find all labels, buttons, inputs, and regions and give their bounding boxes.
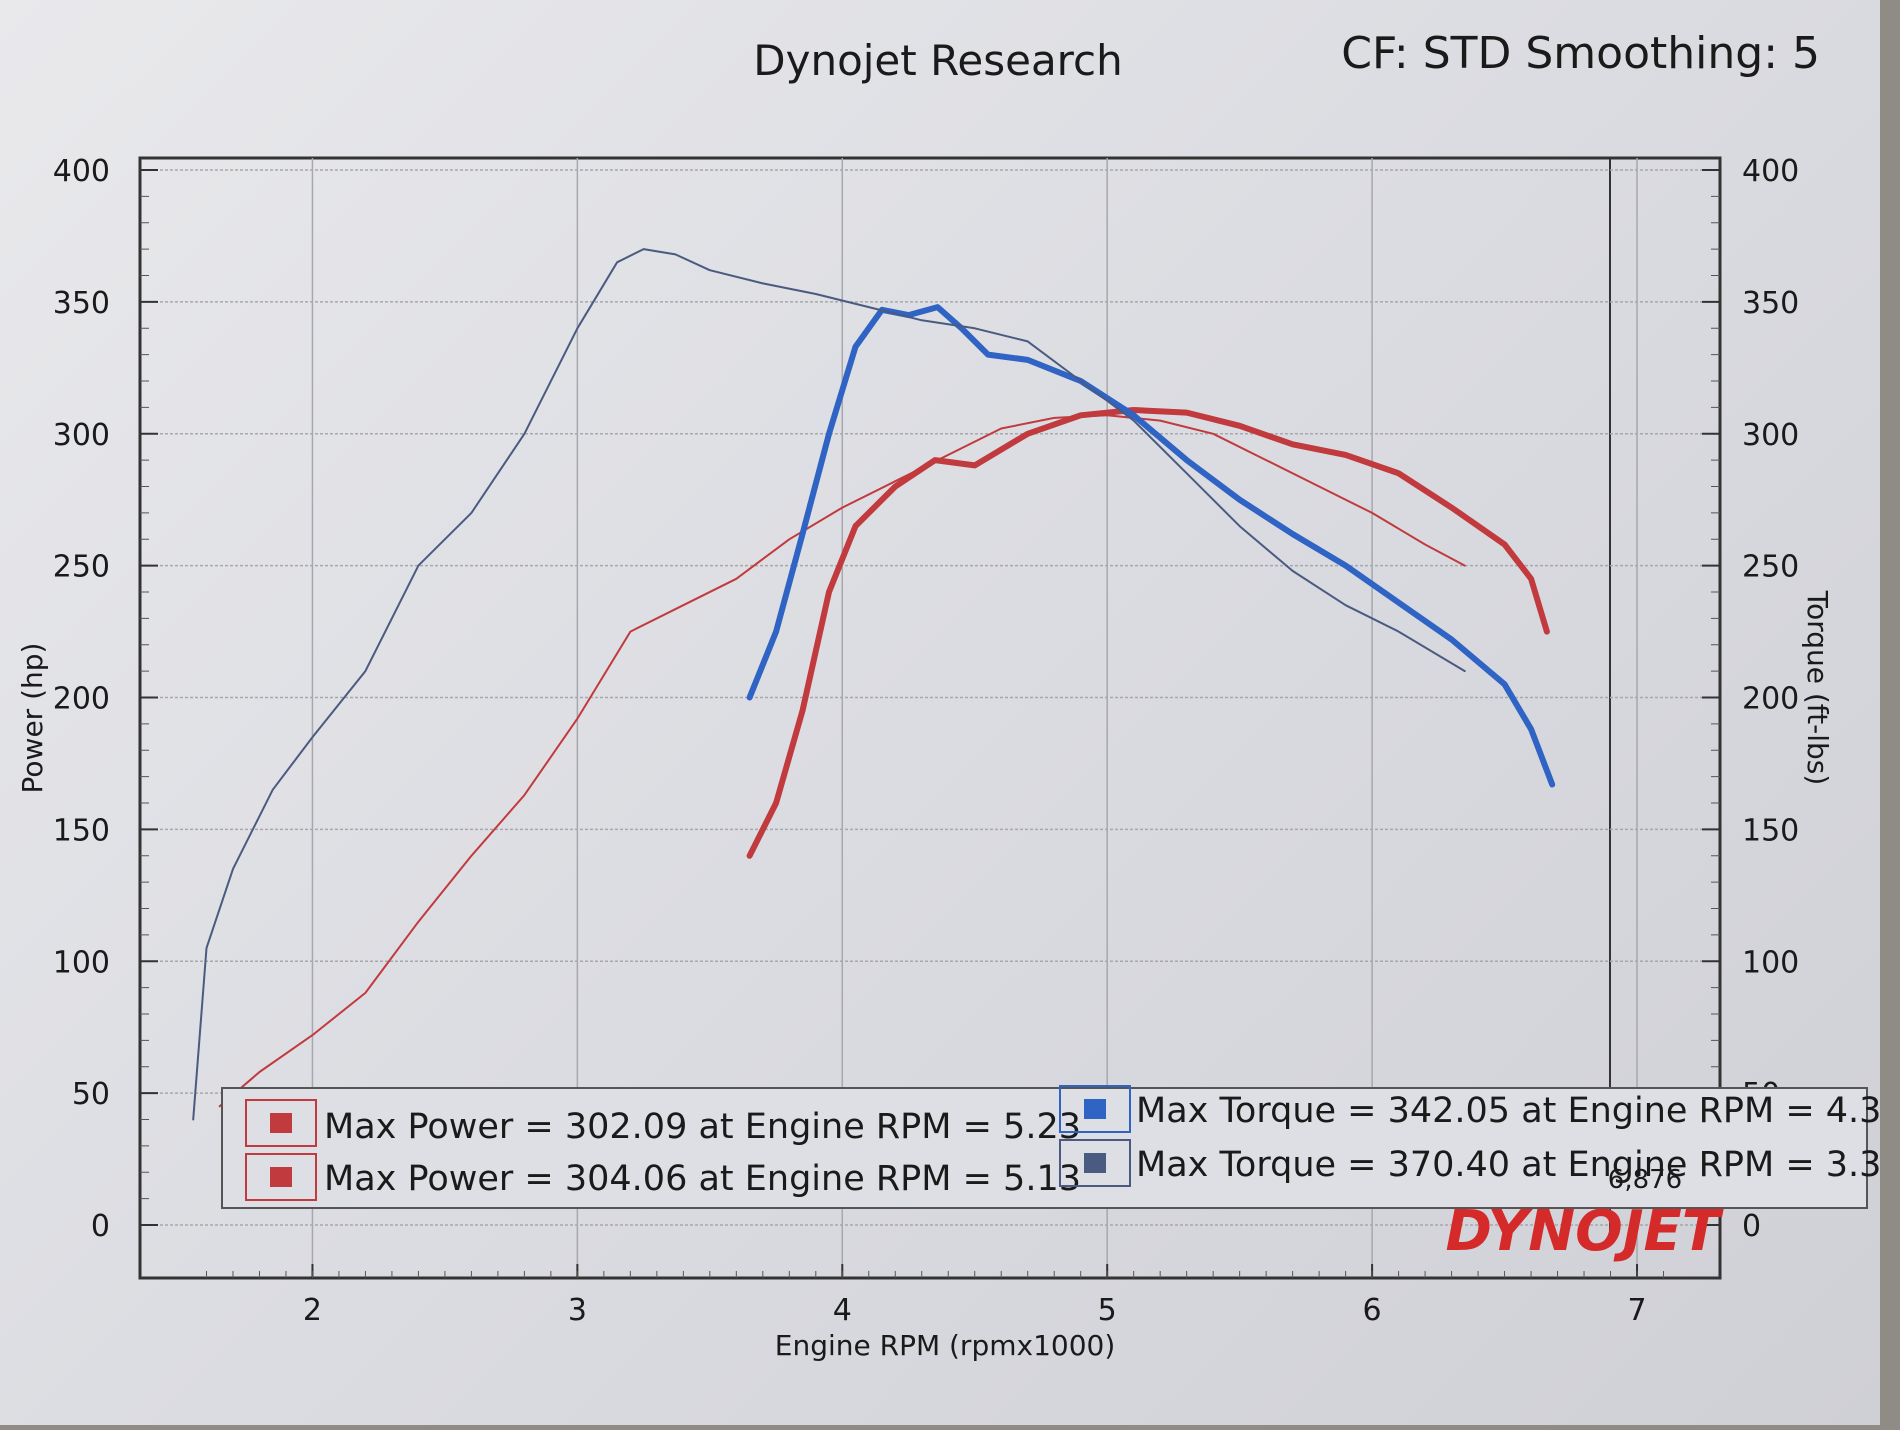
y2-tick-label: 300: [1742, 418, 1799, 453]
legend-entry-1: Max Power = 302.09 at Engine RPM = 5.23: [324, 1107, 1081, 1147]
series-line-1-power: [746, 407, 1550, 859]
legend-swatch-frame-4: [1059, 1139, 1131, 1187]
legend-swatch-4: [1084, 1153, 1106, 1173]
y2-tick-label: 150: [1742, 813, 1799, 848]
y-tick-label: 0: [91, 1209, 110, 1244]
y2-tick-label: 350: [1742, 286, 1799, 321]
series-line-4-torque: [192, 248, 1466, 1121]
legend-swatch-1: [270, 1113, 292, 1133]
x-axis-label: Engine RPM (rpmx1000): [775, 1329, 1116, 1362]
legend-entry-3: Max Torque = 342.05 at Engine RPM = 4.36: [1136, 1091, 1880, 1131]
legend-swatch-frame-3: [1059, 1085, 1131, 1133]
y2-tick-label: 250: [1742, 550, 1799, 585]
legend-swatch-3: [1084, 1099, 1106, 1119]
plot-frame: [138, 156, 1722, 1280]
legend-entry-4: Max Torque = 370.40 at Engine RPM = 3.37: [1136, 1145, 1880, 1185]
legend-swatch-frame-2: [245, 1153, 317, 1201]
x-tick-label: 2: [303, 1293, 322, 1328]
y-tick-label: 150: [53, 813, 110, 848]
series-layer: [192, 248, 1556, 1121]
x-tick-label: 3: [568, 1293, 587, 1328]
chart-title: Dynojet Research: [753, 36, 1123, 85]
end-rpm-marker: 6,876: [1608, 1165, 1682, 1195]
legend-swatch-frame-1: [245, 1099, 317, 1147]
y-tick-label: 350: [53, 286, 110, 321]
y-tick-label: 200: [53, 682, 110, 717]
axis-ticks: 2345670501001502002503003504000501001502…: [53, 154, 1800, 1328]
legend-entry-2: Max Power = 304.06 at Engine RPM = 5.13: [324, 1159, 1081, 1199]
y2-tick-label: 400: [1742, 154, 1799, 189]
y2-tick-label: 200: [1742, 682, 1799, 717]
x-tick-label: 4: [833, 1293, 852, 1328]
series-line-3-torque: [746, 304, 1556, 788]
series-line-2-power: [218, 414, 1466, 1108]
y-tick-label: 100: [53, 945, 110, 980]
legend: Max Power = 302.09 at Engine RPM = 5.23 …: [221, 1085, 1900, 1209]
legend-swatch-2: [270, 1167, 292, 1187]
y2-axis-label: Torque (ft-lbs): [1801, 590, 1834, 786]
y2-tick-label: 0: [1742, 1209, 1761, 1244]
legend-box: [221, 1087, 1868, 1209]
settings-label: CF: STD Smoothing: 5: [1341, 28, 1820, 79]
x-tick-label: 5: [1098, 1293, 1117, 1328]
y-tick-label: 50: [72, 1077, 110, 1112]
y-axis-label: Power (hp): [16, 643, 49, 794]
y-tick-label: 400: [53, 154, 110, 189]
x-tick-label: 7: [1627, 1293, 1646, 1328]
y2-tick-label: 100: [1742, 945, 1799, 980]
dynojet-logo: DYNOJET: [1446, 1199, 1724, 1264]
dynojet-logo-text: DYNOJET: [1446, 1199, 1724, 1264]
y-tick-label: 300: [53, 418, 110, 453]
y-tick-label: 250: [53, 550, 110, 585]
x-tick-label: 6: [1363, 1293, 1382, 1328]
